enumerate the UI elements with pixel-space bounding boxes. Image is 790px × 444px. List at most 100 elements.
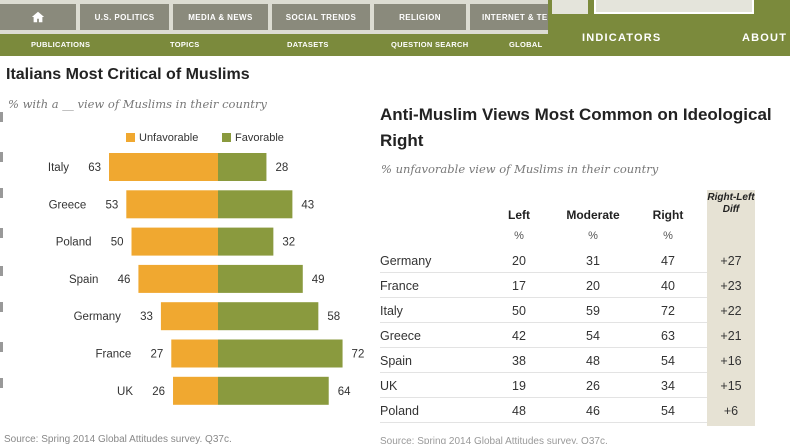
table-row: France 17 20 40 +23	[380, 275, 760, 299]
table-row: Italy 50 59 72 +22	[380, 300, 760, 324]
subnav-question-search[interactable]: QUESTION SEARCH	[391, 40, 469, 49]
secondary-navigation: INDICATORS ABOUT	[548, 0, 790, 56]
row-country: Poland	[380, 404, 419, 418]
table-row: Poland 48 46 54 +6	[380, 400, 760, 424]
subnav-datasets[interactable]: DATASETS	[287, 40, 329, 49]
home-icon	[31, 11, 45, 23]
row-right-value: 54	[661, 354, 675, 368]
value-label-favorable: 49	[312, 274, 325, 286]
nav-about[interactable]: ABOUT	[742, 32, 788, 44]
row-country: UK	[380, 379, 398, 393]
subnav-global[interactable]: GLOBAL	[509, 40, 543, 49]
category-label: Poland	[56, 237, 92, 249]
row-moderate-value: 46	[586, 404, 600, 418]
legend-swatch-unfavorable	[126, 133, 135, 142]
tab-us-politics[interactable]: U.S. POLITICS	[80, 4, 171, 30]
bar-unfavorable	[160, 302, 218, 331]
row-diff-value: +22	[720, 304, 742, 318]
row-moderate-value: 31	[586, 254, 600, 268]
row-left-value: 20	[512, 254, 526, 268]
row-left-value: 17	[512, 279, 526, 293]
bar-unfavorable	[131, 227, 218, 256]
unit-moderate: %	[588, 230, 598, 242]
legend-favorable: Favorable	[222, 132, 284, 144]
subnav-topics[interactable]: TOPICS	[170, 40, 200, 49]
home-tab[interactable]	[0, 4, 78, 30]
value-label-favorable: 32	[282, 237, 295, 249]
category-label: Germany	[74, 311, 122, 323]
row-right-value: 40	[661, 279, 675, 293]
column-header-left: Left	[508, 208, 530, 222]
value-label-favorable: 72	[352, 349, 365, 361]
category-label: Greece	[49, 199, 87, 211]
legend-label-favorable: Favorable	[235, 132, 284, 144]
tab-internet-tech[interactable]: INTERNET & TE	[470, 4, 550, 30]
value-label-unfavorable: 53	[106, 199, 119, 211]
row-left-value: 38	[512, 354, 526, 368]
right-table-source: Source: Spring 2014 Global Attitudes sur…	[380, 436, 608, 444]
table-row: Greece 42 54 63 +21	[380, 325, 760, 349]
bar-favorable	[218, 227, 274, 256]
row-right-value: 63	[661, 329, 675, 343]
row-diff-value: +21	[720, 329, 742, 343]
row-divider	[380, 397, 707, 398]
category-label: Italy	[48, 162, 69, 174]
value-label-unfavorable: 63	[88, 162, 101, 174]
value-label-unfavorable: 27	[150, 349, 163, 361]
row-moderate-value: 54	[586, 329, 600, 343]
row-divider	[380, 272, 707, 273]
bar-unfavorable	[109, 153, 218, 181]
left-chart-title: Italians Most Critical of Muslims	[6, 66, 250, 83]
left-edge-marks	[0, 110, 4, 410]
row-left-value: 42	[512, 329, 526, 343]
right-table-title: Anti-Muslim Views Most Common on Ideolog…	[380, 105, 772, 150]
row-divider	[380, 372, 707, 373]
value-label-unfavorable: 46	[118, 274, 131, 286]
row-divider	[380, 422, 707, 423]
bar-favorable	[218, 264, 303, 293]
row-country: Germany	[380, 254, 432, 268]
row-moderate-value: 20	[586, 279, 600, 293]
bar-favorable	[218, 190, 293, 219]
bar-unfavorable	[126, 190, 218, 219]
category-label: UK	[117, 386, 133, 398]
bar-favorable	[218, 376, 329, 405]
tab-religion[interactable]: RELIGION	[374, 4, 468, 30]
category-label: France	[95, 349, 131, 361]
category-label: Spain	[69, 274, 98, 286]
row-right-value: 54	[661, 404, 675, 418]
bar-favorable	[218, 339, 343, 368]
value-label-favorable: 64	[338, 386, 351, 398]
legend-unfavorable: Unfavorable	[126, 132, 198, 144]
table-row: Germany 20 31 47 +27	[380, 250, 760, 274]
row-right-value: 47	[661, 254, 675, 268]
row-left-value: 50	[512, 304, 526, 318]
tab-social-trends[interactable]: SOCIAL TRENDS	[272, 4, 372, 30]
diff-header-line2: Diff	[722, 204, 740, 215]
left-chart-source: Source: Spring 2014 Global Attitudes sur…	[4, 434, 232, 444]
right-table-subtitle: % unfavorable view of Muslims in their c…	[381, 162, 659, 176]
nav-search-box[interactable]	[594, 0, 754, 14]
bar-favorable	[218, 302, 319, 331]
row-left-value: 48	[512, 404, 526, 418]
row-moderate-value: 59	[586, 304, 600, 318]
row-divider	[380, 297, 707, 298]
legend-label-unfavorable: Unfavorable	[139, 132, 199, 144]
row-right-value: 34	[661, 379, 675, 393]
tab-media-news[interactable]: MEDIA & NEWS	[173, 4, 270, 30]
left-chart-subtitle: % with a __ view of Muslims in their cou…	[8, 97, 267, 111]
row-country: Greece	[380, 329, 421, 343]
nav-indicators[interactable]: INDICATORS	[582, 32, 662, 44]
bar-unfavorable	[173, 376, 218, 405]
bar-unfavorable	[171, 339, 218, 368]
subnav-publications[interactable]: PUBLICATIONS	[31, 40, 91, 49]
diverging-bar-chart: Italy 63 28 Greece 53 43 Poland 50 32 Spain 46 49 Ge…	[48, 153, 365, 405]
row-moderate-value: 26	[586, 379, 600, 393]
row-right-value: 72	[661, 304, 675, 318]
value-label-favorable: 43	[301, 199, 314, 211]
legend-swatch-favorable	[222, 133, 231, 142]
row-country: France	[380, 279, 419, 293]
diff-column-background	[707, 190, 755, 426]
value-label-favorable: 58	[327, 311, 340, 323]
value-label-unfavorable: 33	[140, 311, 153, 323]
